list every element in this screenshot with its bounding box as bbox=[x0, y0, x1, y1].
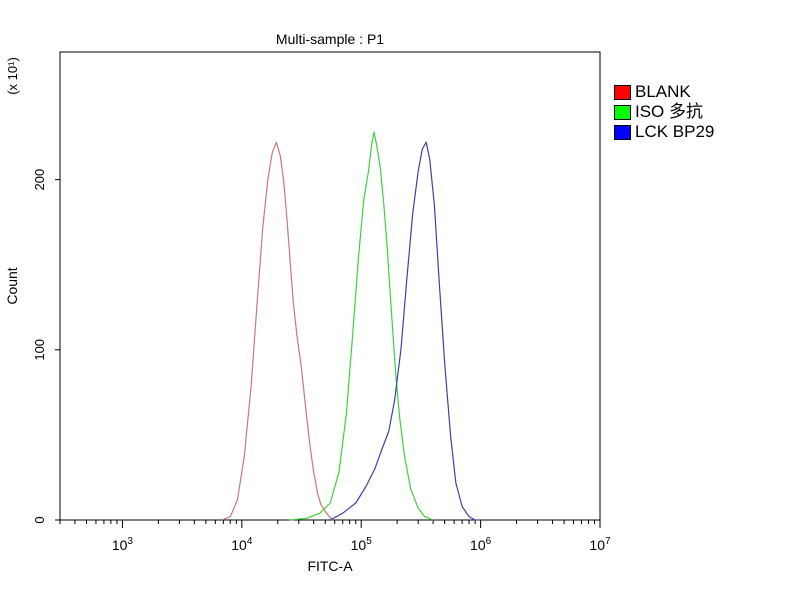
x-tick-label: 107 bbox=[589, 536, 611, 553]
series-line-0 bbox=[221, 141, 334, 521]
legend: BLANK ISO 多抗 LCK BP29 bbox=[614, 82, 714, 142]
x-axis-label: FITC-A bbox=[307, 558, 353, 574]
legend-label-lck: LCK BP29 bbox=[635, 122, 715, 141]
legend-swatch-lck bbox=[614, 124, 631, 140]
legend-item-lck: LCK BP29 bbox=[614, 122, 714, 142]
series-line-1 bbox=[289, 131, 434, 521]
legend-label-iso: ISO 多抗 bbox=[635, 102, 704, 121]
x-tick-label: 106 bbox=[470, 536, 492, 553]
y-tick-label: 200 bbox=[32, 169, 47, 191]
legend-swatch-iso bbox=[614, 104, 631, 120]
x-axis: 103 104 105 106 107 bbox=[59, 520, 611, 553]
y-axis: 0 100 200 bbox=[32, 169, 60, 524]
legend-swatch-blank bbox=[614, 84, 631, 100]
series-line-2 bbox=[329, 141, 481, 521]
y-axis-label: Count bbox=[4, 267, 20, 304]
legend-item-blank: BLANK bbox=[614, 82, 714, 102]
legend-item-iso: ISO 多抗 bbox=[614, 102, 714, 122]
y-tick-label: 0 bbox=[32, 516, 47, 523]
chart-title: Multi-sample : P1 bbox=[276, 31, 384, 47]
y-axis-multiplier: (x 10¹) bbox=[5, 57, 20, 95]
y-tick-label: 100 bbox=[32, 339, 47, 361]
x-tick-label: 103 bbox=[112, 536, 134, 553]
plot-frame bbox=[59, 51, 601, 521]
x-tick-label: 105 bbox=[351, 536, 373, 553]
legend-label-blank: BLANK bbox=[635, 82, 691, 101]
series-layer bbox=[221, 131, 481, 521]
x-tick-label: 104 bbox=[231, 536, 253, 553]
